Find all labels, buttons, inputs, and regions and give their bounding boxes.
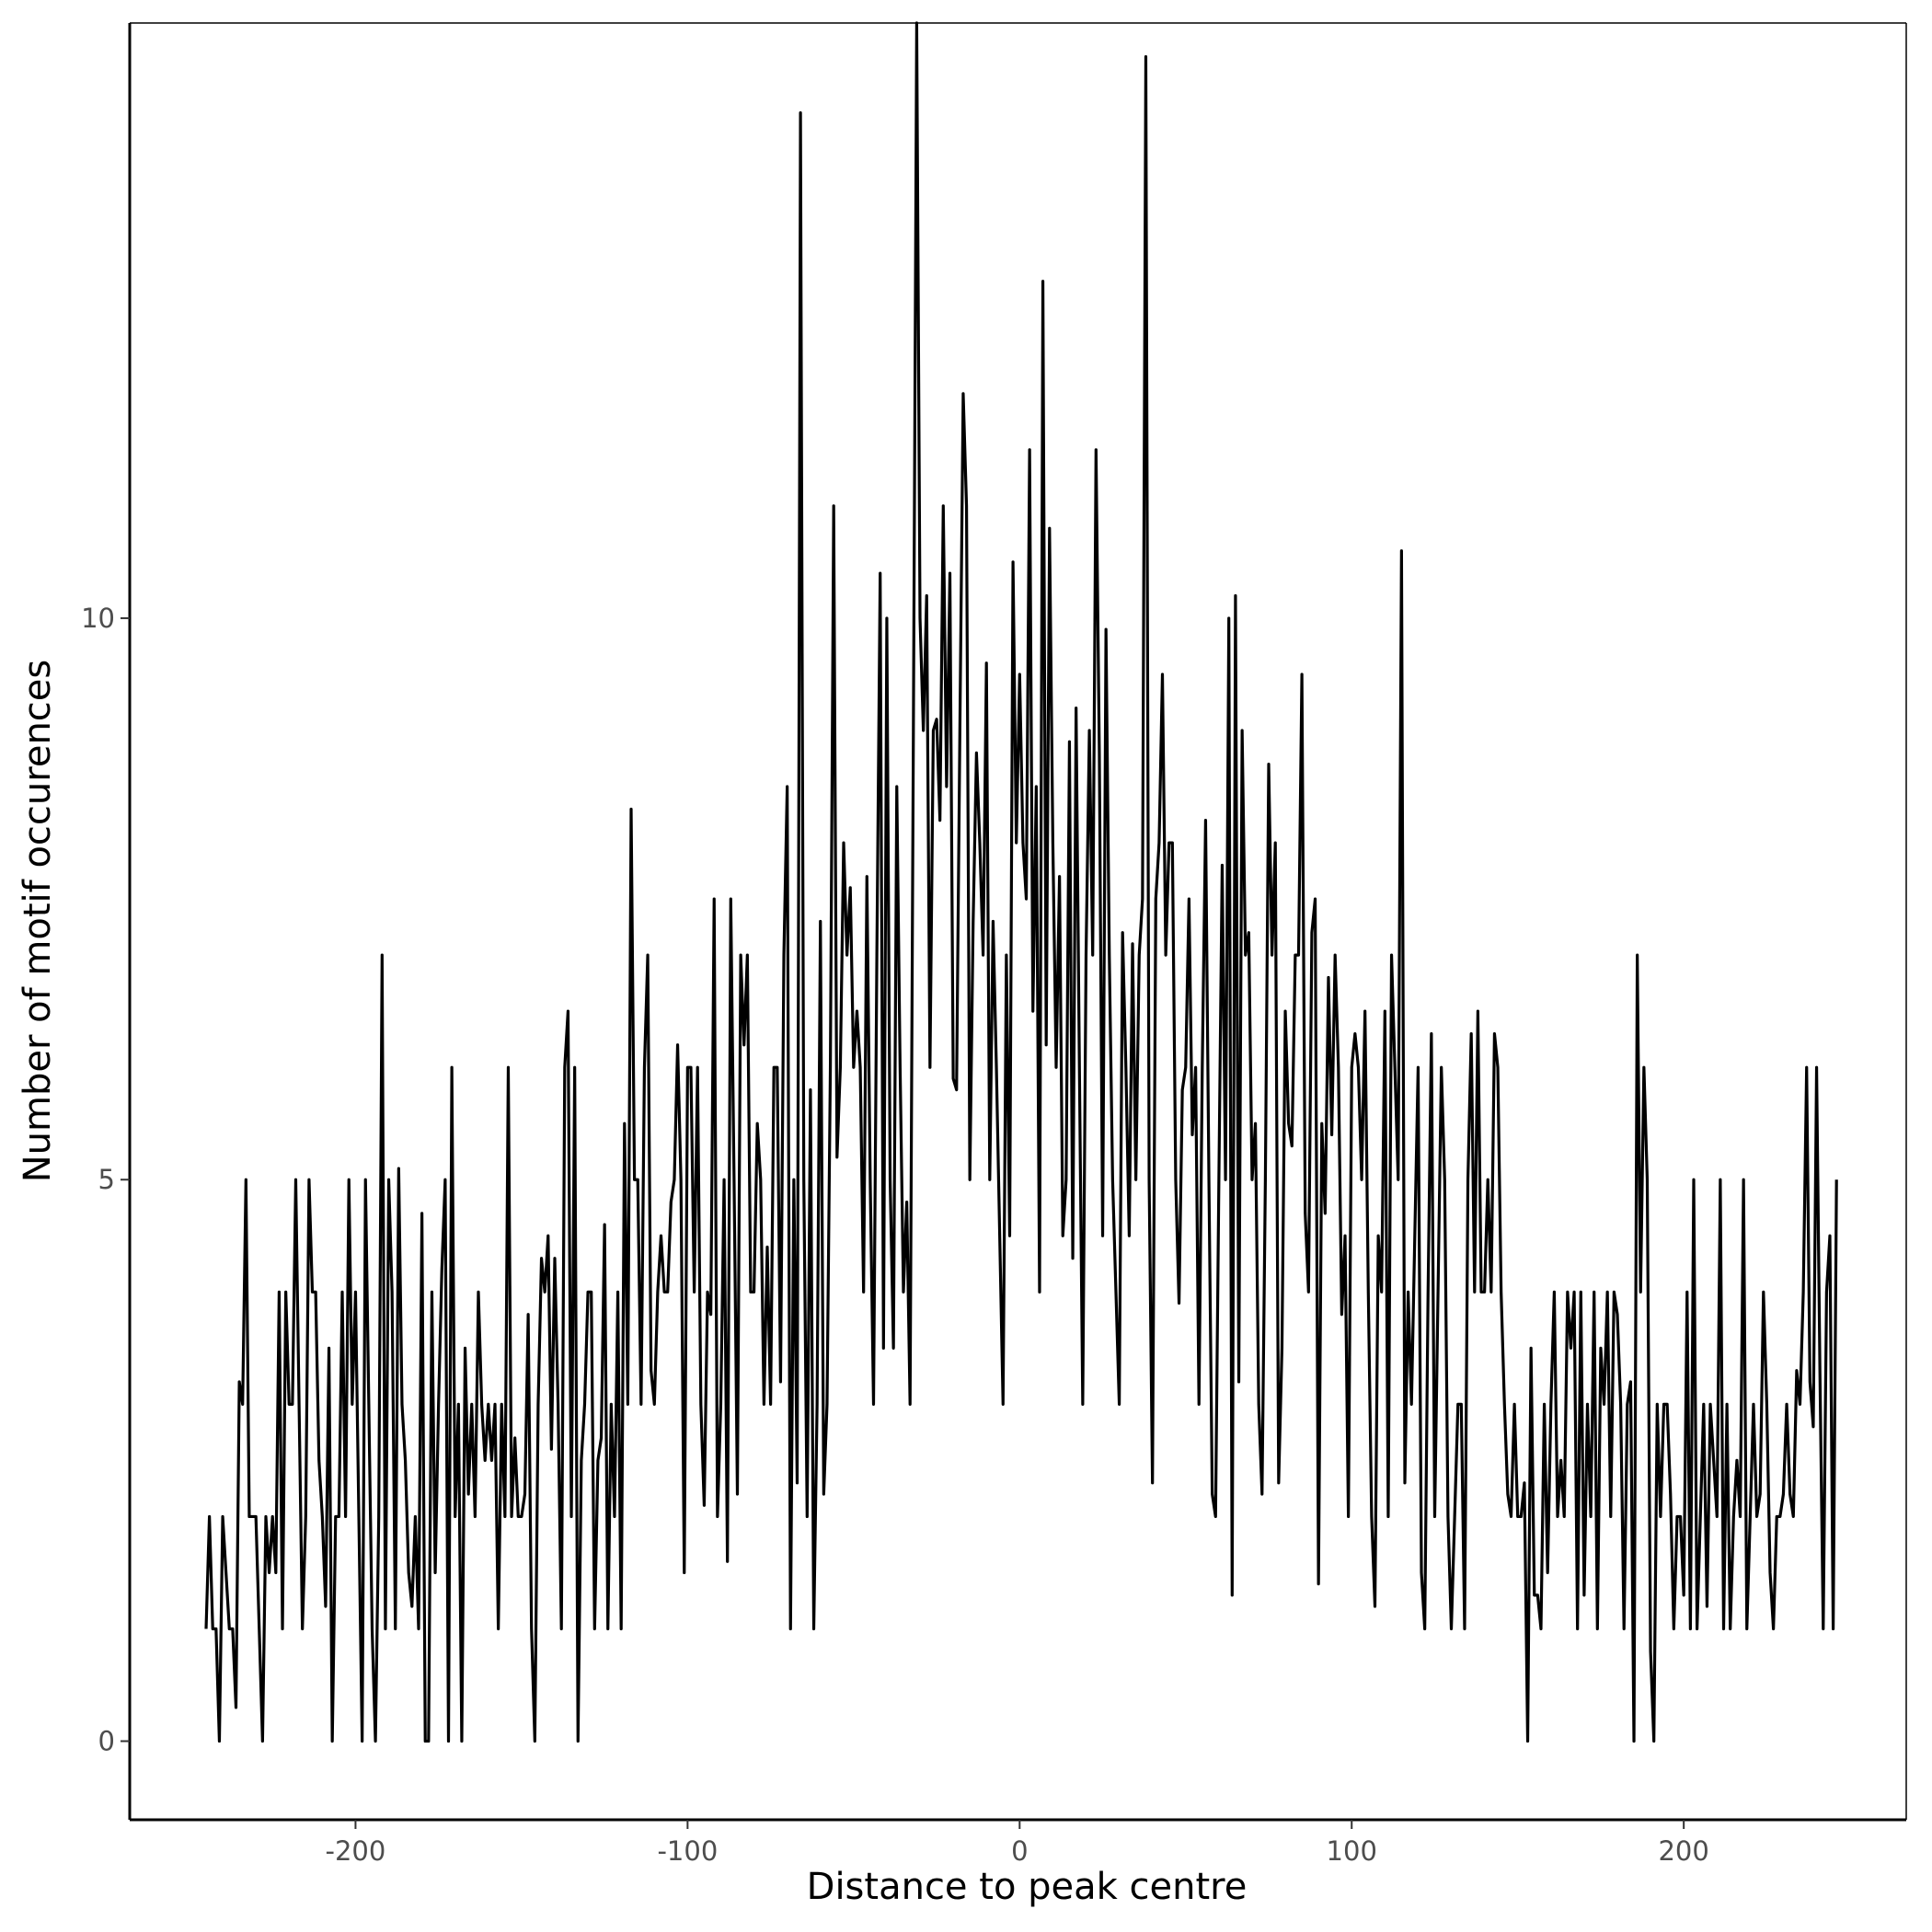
y-tick-label: 0 (98, 1726, 115, 1757)
y-axis-title: Number of motif occurences (17, 660, 59, 1182)
x-tick-label: 0 (1011, 1835, 1028, 1867)
x-axis-title: Distance to peak centre (807, 1866, 1248, 1908)
y-tick-label: 5 (98, 1164, 115, 1195)
x-tick-label: -200 (326, 1835, 386, 1867)
x-tick-label: -100 (657, 1835, 718, 1867)
x-tick-label: 200 (1658, 1835, 1708, 1867)
x-axis-ticks: -200 -100 0 100 200 (326, 1820, 1709, 1867)
series-line (204, 21, 1838, 1743)
y-tick-label: 10 (81, 603, 115, 634)
x-tick-label: 100 (1327, 1835, 1377, 1867)
y-axis-ticks: 0 5 10 (81, 603, 130, 1757)
